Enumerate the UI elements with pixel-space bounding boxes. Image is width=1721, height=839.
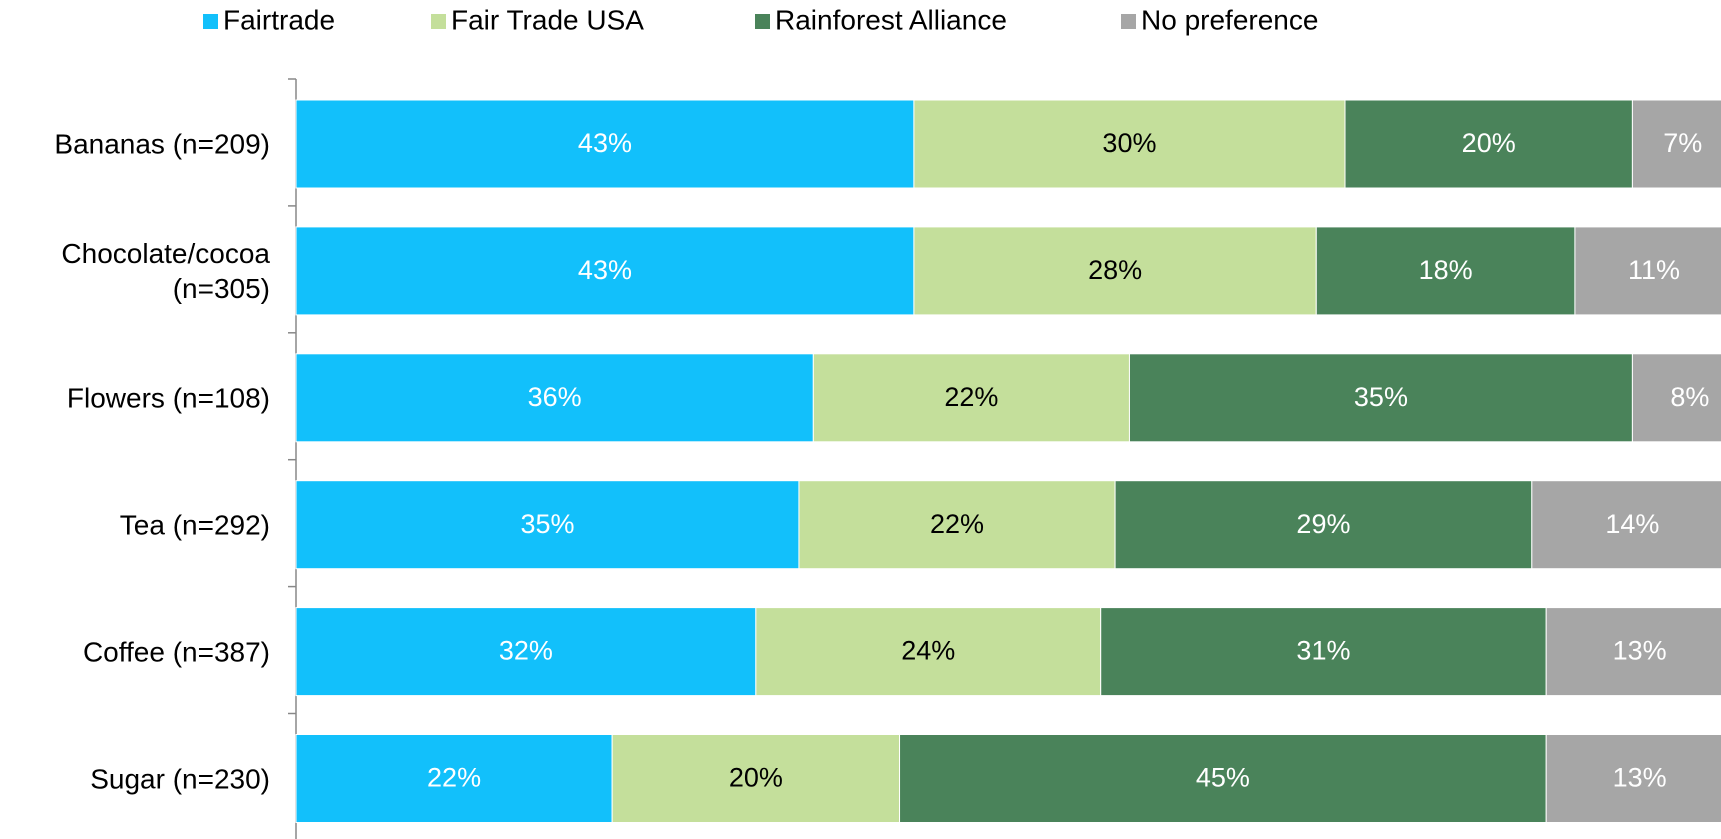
bar-segment (1531, 480, 1721, 570)
legend-swatch (755, 14, 770, 29)
data-label: 20% (1462, 128, 1516, 158)
legend-label: Fairtrade (223, 4, 335, 35)
bar-segment (1574, 226, 1721, 316)
data-label: 8% (1670, 382, 1709, 412)
data-label: 18% (1419, 255, 1473, 285)
bar-segment (295, 480, 800, 570)
bar-segment (1100, 607, 1547, 697)
data-label: 22% (930, 509, 984, 539)
data-label: 35% (1354, 382, 1408, 412)
data-label: 30% (1102, 128, 1156, 158)
data-label: 14% (1605, 509, 1659, 539)
bar-segment (913, 226, 1317, 316)
bar-segment (1315, 226, 1576, 316)
category-label: Coffee (n=387) (82, 636, 270, 668)
data-label: 11% (1628, 255, 1680, 285)
category-label: Sugar (n=230) (90, 763, 270, 794)
bar-segment (812, 353, 1130, 443)
data-label: 22% (427, 763, 481, 793)
data-label: 28% (1088, 255, 1142, 285)
data-label: 35% (520, 509, 574, 539)
data-label: 36% (528, 382, 582, 412)
bar-segment (295, 226, 915, 316)
data-label: 22% (944, 382, 998, 412)
bar-segment (1545, 607, 1721, 697)
bar-segment (1344, 99, 1633, 189)
bar-segment (295, 734, 613, 823)
legend-swatch (431, 14, 446, 29)
bar-segment (611, 734, 901, 823)
data-label: 45% (1196, 763, 1250, 793)
data-label: 13% (1613, 636, 1667, 666)
data-label: 24% (901, 636, 955, 666)
bar-segment (1128, 353, 1633, 443)
bar-segment (1114, 480, 1533, 570)
data-label: 43% (578, 128, 632, 158)
legend-label: Rainforest Alliance (775, 4, 1007, 35)
legend-label: Fair Trade USA (451, 4, 644, 35)
data-label: 7% (1663, 128, 1702, 158)
category-label: Bananas (n=209) (54, 128, 270, 160)
legend-swatch (203, 14, 218, 29)
legend-swatch (1121, 14, 1136, 29)
bar-segment (1631, 99, 1721, 189)
bar-segment (295, 99, 915, 189)
category-label: Flowers (n=108) (66, 382, 270, 414)
bar-segment (295, 353, 814, 443)
data-label: 20% (729, 763, 783, 793)
bar-segment (899, 734, 1547, 823)
data-label: 32% (499, 636, 553, 666)
data-label: 31% (1296, 636, 1350, 666)
bar-segment (1631, 353, 1721, 443)
bar-segment (1545, 734, 1721, 823)
bar-segment (913, 99, 1346, 189)
data-label: 29% (1296, 509, 1350, 539)
bar-segment (755, 607, 1102, 697)
data-label: 13% (1613, 763, 1667, 793)
legend-label: No preference (1141, 4, 1318, 35)
bar-segment (295, 607, 757, 697)
data-label: 43% (578, 255, 632, 285)
category-label: Chocolate/cocoa (n=305) (61, 237, 270, 304)
category-label: Tea (n=292) (119, 509, 270, 541)
